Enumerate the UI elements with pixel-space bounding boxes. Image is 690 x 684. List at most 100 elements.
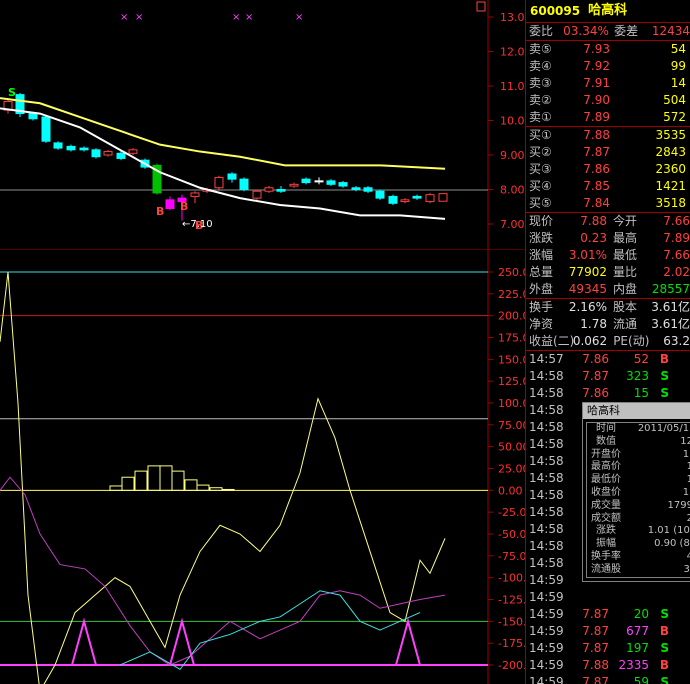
tick-time: 14:57	[529, 352, 564, 366]
level-label: 买①	[529, 128, 552, 142]
quote-value: 1.78	[580, 317, 607, 331]
tick-row: 14:58	[526, 504, 690, 521]
candle-body	[326, 180, 336, 185]
stock-name: 哈高科	[588, 3, 628, 18]
marker-x-icon: ×	[135, 12, 143, 23]
candle-body	[116, 152, 126, 159]
tick-row: 14:59	[526, 572, 690, 589]
indicator-tick-label: 100.00	[498, 397, 525, 410]
candle-body	[79, 147, 89, 151]
candle-body	[190, 192, 200, 197]
tick-volume: 20	[633, 607, 649, 621]
signal-spike	[395, 617, 421, 666]
level-volume: 14	[670, 76, 686, 90]
sell-level-row: 卖④ 7.92 99	[526, 58, 690, 75]
level-volume: 2360	[655, 162, 686, 176]
popup-label: 振幅	[596, 538, 616, 550]
tick-row: 14:58	[526, 538, 690, 555]
tick-side: B	[659, 352, 669, 366]
tick-side: B	[659, 624, 669, 638]
weicha-value: 12434	[651, 24, 690, 38]
popup-row: 成交量 1799	[587, 500, 690, 513]
tick-time: 14:58	[529, 369, 564, 383]
tick-side	[649, 589, 672, 606]
level-price: 7.92	[583, 59, 610, 73]
popup-value: 3.	[683, 563, 690, 575]
tick-time: 14:59	[529, 607, 564, 621]
tick-row: 14:57 7.86 52 B	[526, 351, 690, 368]
tick-side: S	[660, 641, 669, 655]
tick-side: B	[659, 658, 669, 672]
indicator-tick-label: -100.00	[498, 572, 525, 585]
tick-price: 7.88	[582, 658, 609, 672]
tick-row: 14:59 7.87 59 S	[526, 674, 690, 684]
ma-yellow-line	[0, 97, 446, 170]
level-price: 7.93	[583, 42, 610, 56]
level-price: 7.89	[583, 110, 610, 124]
tick-row: 14:58	[526, 487, 690, 504]
quote-label: 今开	[612, 214, 637, 228]
popup-label: 数值	[596, 435, 616, 447]
popup-value: 1799	[667, 499, 690, 511]
candle-body	[239, 178, 249, 190]
ma-white-line	[0, 107, 446, 220]
quote-value: 63.2	[663, 334, 690, 348]
level-price: 7.91	[583, 76, 610, 90]
tick-volume: 15	[633, 386, 649, 400]
level-price: 7.85	[583, 179, 610, 193]
histogram-bar	[184, 479, 198, 491]
candle-body	[227, 173, 237, 180]
quote-value: 7.66	[663, 248, 690, 262]
popup-label: 开盘价	[591, 448, 621, 460]
candle-body	[53, 142, 63, 149]
buy-level-row: 买⑤ 7.84 3518	[526, 195, 690, 212]
tick-time: 14:59	[529, 658, 564, 672]
quote-label: 涨跌	[529, 231, 554, 245]
tick-side: S	[660, 607, 669, 621]
sell-orders: 卖⑤ 7.93 54 卖④ 7.92 99 卖③ 7.91 14 卖② 7.90 504 卖① 7.89 5…	[526, 41, 690, 127]
candle-body	[177, 197, 187, 203]
indicator-tick-label: -25.00	[498, 506, 525, 519]
tick-list[interactable]: 14:57 7.86 52 B 14:58 7.87 323 S 14:58 7.86 15 S 14:…	[526, 351, 690, 684]
tick-side: S	[660, 675, 669, 684]
tick-volume: 2335	[618, 658, 649, 672]
tick-row: 14:58	[526, 453, 690, 470]
level-label: 卖①	[529, 110, 552, 124]
level-label: 卖④	[529, 59, 552, 73]
quote-value: 3.01%	[568, 248, 607, 262]
popup-title: 哈高科	[583, 403, 690, 419]
level-label: 买④	[529, 179, 552, 193]
histogram-bar	[147, 465, 161, 491]
tick-volume: 323	[626, 369, 649, 383]
price-tick-label: 11.00	[500, 80, 525, 93]
level-volume: 3535	[655, 128, 686, 142]
tick-time: 14:58	[529, 556, 564, 570]
indicator-yellow-line	[0, 271, 446, 684]
popup-label: 成交额	[591, 512, 621, 524]
tick-time: 14:58	[529, 539, 564, 553]
tick-volume: 59	[633, 675, 649, 684]
indicator-tick-label: 50.00	[498, 441, 525, 454]
marker-x-icon: ×	[295, 12, 303, 23]
tick-row: 14:59 7.87 677 B	[526, 623, 690, 640]
histogram-bar	[159, 465, 173, 491]
quote-value: 3.61亿	[651, 317, 690, 331]
price-tick-label: 10.00	[500, 115, 525, 128]
signal-spike	[71, 617, 97, 666]
tick-volume: 52	[633, 352, 649, 366]
tick-time: 14:58	[529, 488, 564, 502]
indicator-chart[interactable]: 250.00 225.00 200.00 175.00 150.00 125.00 100.…	[0, 250, 525, 684]
indicator-tick-label: -75.00	[498, 550, 525, 563]
data-popup[interactable]: 哈高科 时间 2011/05/1(数值 12 开盘价 1(最高价 1 最低价 1 收盘价 1(成交…	[582, 402, 690, 582]
price-chart[interactable]: 13.0012.0011.0010.009.008.007.00×××××SBB…	[0, 0, 525, 250]
level-volume: 54	[670, 42, 686, 56]
popup-value: 2011/05/1(	[637, 423, 690, 434]
tick-side: S	[660, 386, 669, 400]
candle-body	[91, 149, 101, 158]
corner-box-icon	[476, 1, 486, 12]
quote-row: 外盘 49345 内盘 28557	[526, 281, 690, 298]
tick-side: S	[660, 369, 669, 383]
chart-area[interactable]: 13.0012.0011.0010.009.008.007.00×××××SBB…	[0, 0, 525, 684]
candle-body	[438, 193, 448, 202]
tick-price: 7.86	[582, 386, 609, 400]
